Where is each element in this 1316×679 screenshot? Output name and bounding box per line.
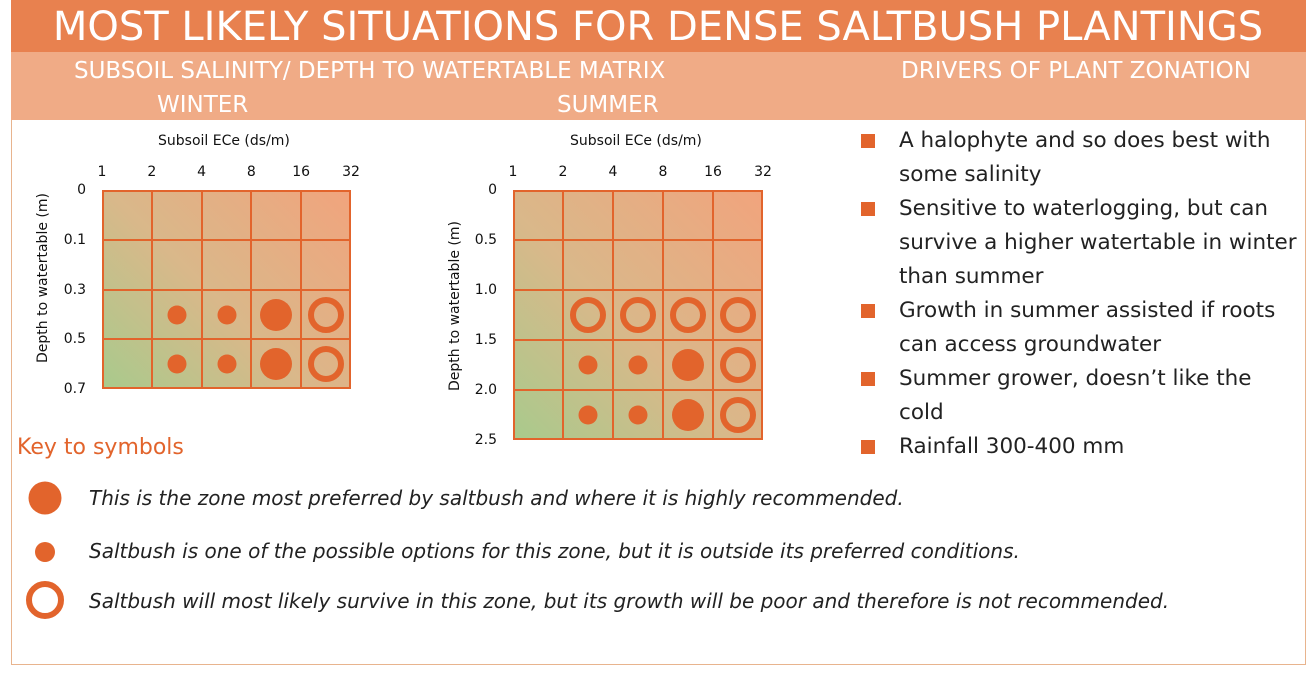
summer-grid-vline — [712, 192, 714, 438]
winter-grid-hline — [104, 288, 349, 291]
summer-grid-vline — [662, 192, 664, 438]
summer-small-dot-icon — [578, 405, 598, 425]
summer-ring-icon — [670, 297, 706, 333]
winter-x-tick-label: 8 — [246, 164, 256, 180]
winter-y-tick-label: 0.5 — [63, 331, 86, 348]
winter-small-dot-icon — [167, 305, 187, 324]
summer-x-tick-label: 2 — [558, 164, 568, 180]
summer-y-tick-label: 0 — [488, 182, 497, 198]
summer-y-tick-label: 1.0 — [474, 282, 497, 298]
summer-heading: SUMMER — [557, 92, 659, 118]
square-bullet-icon — [861, 440, 875, 454]
drivers-heading: DRIVERS OF PLANT ZONATION — [901, 58, 1251, 84]
page-title: MOST LIKELY SITUATIONS FOR DENSE SALTBUS… — [52, 4, 1264, 50]
summer-y-tick-label: 2.0 — [474, 382, 497, 398]
winter-y-axis-title: Depth to watertable (m) — [35, 193, 51, 363]
summer-y-tick-label: 1.5 — [474, 332, 497, 348]
summer-ring-icon — [720, 297, 756, 333]
winter-grid-hline — [104, 238, 349, 241]
winter-x-axis-title: Subsoil ECe (ds/m) — [158, 133, 290, 149]
driver-item: Growth in summer assisted if roots can a… — [861, 294, 1301, 362]
key-text-large: This is the zone most preferred by saltb… — [89, 486, 904, 510]
winter-x-tick-label: 4 — [197, 164, 207, 180]
summer-small-dot-icon — [578, 355, 598, 375]
summer-x-tick-label: 8 — [658, 164, 668, 180]
drivers-list: A halophyte and so does best with some s… — [861, 124, 1301, 464]
driver-item: Sensitive to waterlogging, but can survi… — [861, 192, 1301, 294]
summer-small-dot-icon — [628, 405, 648, 425]
matrix-heading: SUBSOIL SALINITY/ DEPTH TO WATERTABLE MA… — [74, 58, 666, 84]
summer-x-tick-label: 4 — [608, 164, 618, 180]
summer-grid-hline — [515, 389, 761, 391]
summer-grid-vline — [612, 192, 614, 438]
winter-small-dot-icon — [217, 354, 236, 374]
key-text-small: Saltbush is one of the possible options … — [89, 539, 1020, 563]
summer-large-dot-icon — [672, 399, 704, 431]
winter-y-tick-label: 0.7 — [63, 381, 86, 398]
summer-grid-vline — [562, 192, 564, 438]
summer-x-tick-label: 1 — [508, 164, 518, 180]
square-bullet-icon — [861, 134, 875, 148]
driver-item: Rainfall 300-400 mm — [861, 430, 1301, 464]
winter-grid-hline — [104, 338, 349, 341]
subheader-bar — [11, 52, 1306, 120]
title-bar — [11, 0, 1306, 52]
winter-small-dot-icon — [217, 305, 236, 324]
summer-grid-hline — [515, 239, 761, 241]
summer-ring-icon — [720, 347, 756, 383]
summer-y-tick-label: 0.5 — [474, 232, 497, 248]
summer-large-dot-icon — [672, 349, 704, 381]
winter-ring-icon — [308, 346, 345, 383]
winter-ring-icon — [308, 296, 345, 333]
summer-ring-icon — [620, 297, 656, 333]
winter-x-tick-label: 32 — [342, 164, 360, 180]
winter-heading: WINTER — [157, 92, 249, 118]
summer-x-tick-label: 32 — [754, 164, 772, 180]
summer-small-dot-icon — [628, 355, 648, 375]
key-small-dot-icon — [35, 542, 55, 562]
square-bullet-icon — [861, 372, 875, 386]
winter-y-tick-label: 0.3 — [63, 281, 86, 298]
key-text-ring: Saltbush will most likely survive in thi… — [89, 589, 1170, 613]
winter-x-tick-label: 1 — [97, 164, 107, 180]
winter-x-tick-label: 16 — [292, 164, 311, 180]
summer-ring-icon — [570, 297, 606, 333]
winter-large-dot-icon — [260, 298, 293, 331]
winter-large-dot-icon — [260, 348, 293, 381]
summer-y-axis-title: Depth to watertable (m) — [447, 221, 463, 391]
square-bullet-icon — [861, 202, 875, 216]
summer-grid-hline — [515, 289, 761, 291]
key-ring-icon — [26, 581, 64, 619]
winter-small-dot-icon — [167, 354, 187, 374]
winter-y-tick-label: 0 — [77, 182, 86, 198]
summer-grid-hline — [515, 339, 761, 341]
winter-x-tick-label: 2 — [147, 164, 157, 180]
key-large-dot-icon — [28, 481, 62, 515]
square-bullet-icon — [861, 304, 875, 318]
driver-item: Summer grower, doesn’t like the cold — [861, 362, 1301, 430]
summer-y-tick-label: 2.5 — [474, 432, 497, 448]
summer-x-axis-title: Subsoil ECe (ds/m) — [570, 133, 702, 149]
summer-ring-icon — [720, 397, 756, 433]
driver-item: A halophyte and so does best with some s… — [861, 124, 1301, 192]
key-title: Key to symbols — [17, 435, 184, 460]
summer-x-tick-label: 16 — [704, 164, 722, 180]
winter-y-tick-label: 0.1 — [63, 231, 86, 248]
